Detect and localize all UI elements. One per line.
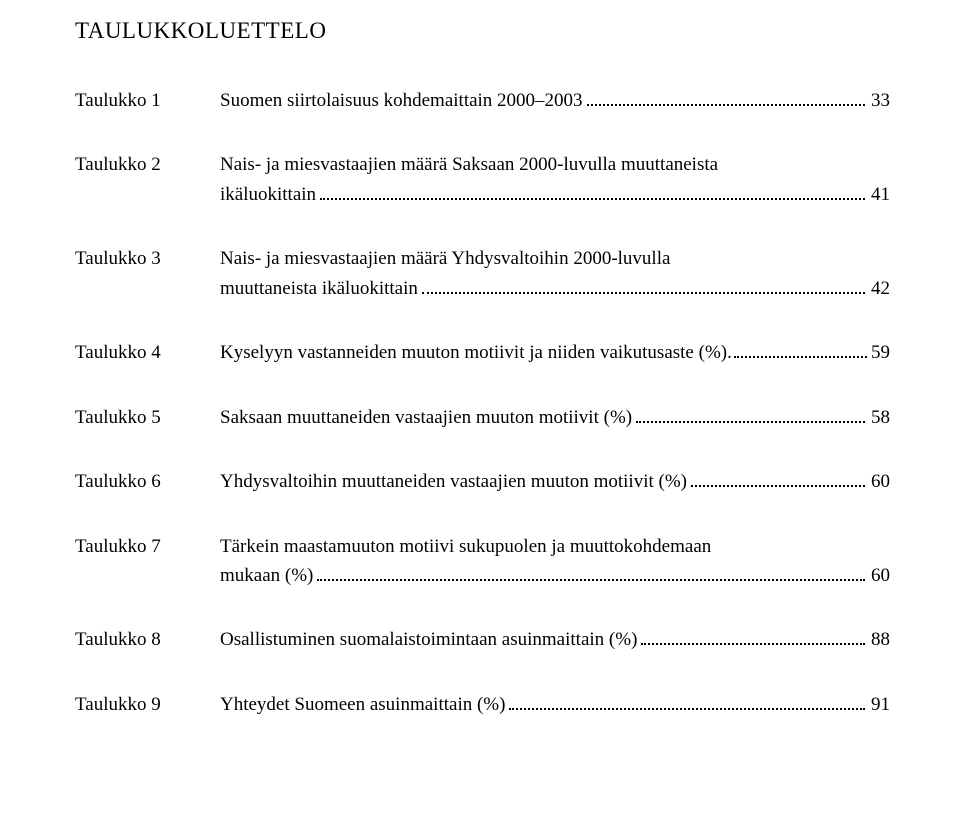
toc-last-line: Osallistuminen suomalaistoimintaan asuin… (220, 625, 890, 654)
toc-label: Taulukko 6 (75, 467, 220, 496)
toc-body: Nais- ja miesvastaajien määrä Yhdysvalto… (220, 244, 890, 303)
toc-text: Tärkein maastamuuton motiivi sukupuolen … (220, 532, 890, 561)
toc-text: mukaan (%) (220, 561, 313, 590)
toc-entry: Taulukko 3 Nais- ja miesvastaajien määrä… (75, 244, 890, 303)
toc-text: Saksaan muuttaneiden vastaajien muuton m… (220, 403, 632, 432)
toc-label: Taulukko 3 (75, 244, 220, 273)
toc-text: muuttaneista ikäluokittain (220, 274, 418, 303)
toc-last-line: Yhteydet Suomeen asuinmaittain (%) 91 (220, 690, 890, 719)
toc-text: ikäluokittain (220, 180, 316, 209)
toc-label: Taulukko 8 (75, 625, 220, 654)
toc-leader (587, 88, 865, 106)
toc-page: 60 (869, 561, 890, 590)
toc-page: 59 (869, 338, 890, 367)
toc-leader (636, 404, 865, 422)
toc-text: Yhdysvaltoihin muuttaneiden vastaajien m… (220, 467, 687, 496)
toc-last-line: Suomen siirtolaisuus kohdemaittain 2000–… (220, 86, 890, 115)
toc-label: Taulukko 7 (75, 532, 220, 561)
toc-page: 91 (869, 690, 890, 719)
toc-leader (641, 627, 865, 645)
toc-page: 88 (869, 625, 890, 654)
toc-last-line: Yhdysvaltoihin muuttaneiden vastaajien m… (220, 467, 890, 496)
toc-entry: Taulukko 4 Kyselyyn vastanneiden muuton … (75, 338, 890, 367)
toc-body: Nais- ja miesvastaajien määrä Saksaan 20… (220, 150, 890, 209)
toc-label: Taulukko 1 (75, 86, 220, 115)
toc-body: Kyselyyn vastanneiden muuton motiivit ja… (220, 338, 890, 367)
toc-entry: Taulukko 8 Osallistuminen suomalaistoimi… (75, 625, 890, 654)
toc-entry: Taulukko 1 Suomen siirtolaisuus kohdemai… (75, 86, 890, 115)
toc-last-line: Saksaan muuttaneiden vastaajien muuton m… (220, 403, 890, 432)
toc-page: 33 (869, 86, 890, 115)
toc-entry: Taulukko 6 Yhdysvaltoihin muuttaneiden v… (75, 467, 890, 496)
toc-page: 60 (869, 467, 890, 496)
toc-last-line: muuttaneista ikäluokittain 42 (220, 274, 890, 303)
toc-label: Taulukko 9 (75, 690, 220, 719)
toc-entry: Taulukko 7 Tärkein maastamuuton motiivi … (75, 532, 890, 591)
toc-entry: Taulukko 2 Nais- ja miesvastaajien määrä… (75, 150, 890, 209)
toc-body: Saksaan muuttaneiden vastaajien muuton m… (220, 403, 890, 432)
toc-label: Taulukko 4 (75, 338, 220, 367)
toc-body: Osallistuminen suomalaistoimintaan asuin… (220, 625, 890, 654)
toc-label: Taulukko 2 (75, 150, 220, 179)
toc-page: 41 (869, 180, 890, 209)
toc-last-line: Kyselyyn vastanneiden muuton motiivit ja… (220, 338, 890, 367)
toc-text: Nais- ja miesvastaajien määrä Yhdysvalto… (220, 244, 890, 273)
toc-label: Taulukko 5 (75, 403, 220, 432)
toc-entry: Taulukko 5 Saksaan muuttaneiden vastaaji… (75, 403, 890, 432)
toc-leader (317, 563, 865, 581)
toc-leader (422, 276, 865, 294)
page-title: TAULUKKOLUETTELO (75, 18, 890, 44)
toc-body: Tärkein maastamuuton motiivi sukupuolen … (220, 532, 890, 591)
toc-page: 58 (869, 403, 890, 432)
toc-entry: Taulukko 9 Yhteydet Suomeen asuinmaittai… (75, 690, 890, 719)
toc-text: Nais- ja miesvastaajien määrä Saksaan 20… (220, 150, 890, 179)
toc-text: Kyselyyn vastanneiden muuton motiivit ja… (220, 338, 732, 367)
page: TAULUKKOLUETTELO Taulukko 1 Suomen siirt… (0, 0, 960, 719)
toc-leader (734, 340, 867, 358)
toc-text: Osallistuminen suomalaistoimintaan asuin… (220, 625, 637, 654)
toc-text: Yhteydet Suomeen asuinmaittain (%) (220, 690, 505, 719)
toc-last-line: ikäluokittain 41 (220, 180, 890, 209)
toc-page: 42 (869, 274, 890, 303)
toc-last-line: mukaan (%) 60 (220, 561, 890, 590)
toc-body: Yhdysvaltoihin muuttaneiden vastaajien m… (220, 467, 890, 496)
toc-leader (509, 692, 865, 710)
toc-body: Suomen siirtolaisuus kohdemaittain 2000–… (220, 86, 890, 115)
toc-leader (691, 469, 865, 487)
toc-text: Suomen siirtolaisuus kohdemaittain 2000–… (220, 86, 583, 115)
toc-leader (320, 182, 865, 200)
toc-body: Yhteydet Suomeen asuinmaittain (%) 91 (220, 690, 890, 719)
